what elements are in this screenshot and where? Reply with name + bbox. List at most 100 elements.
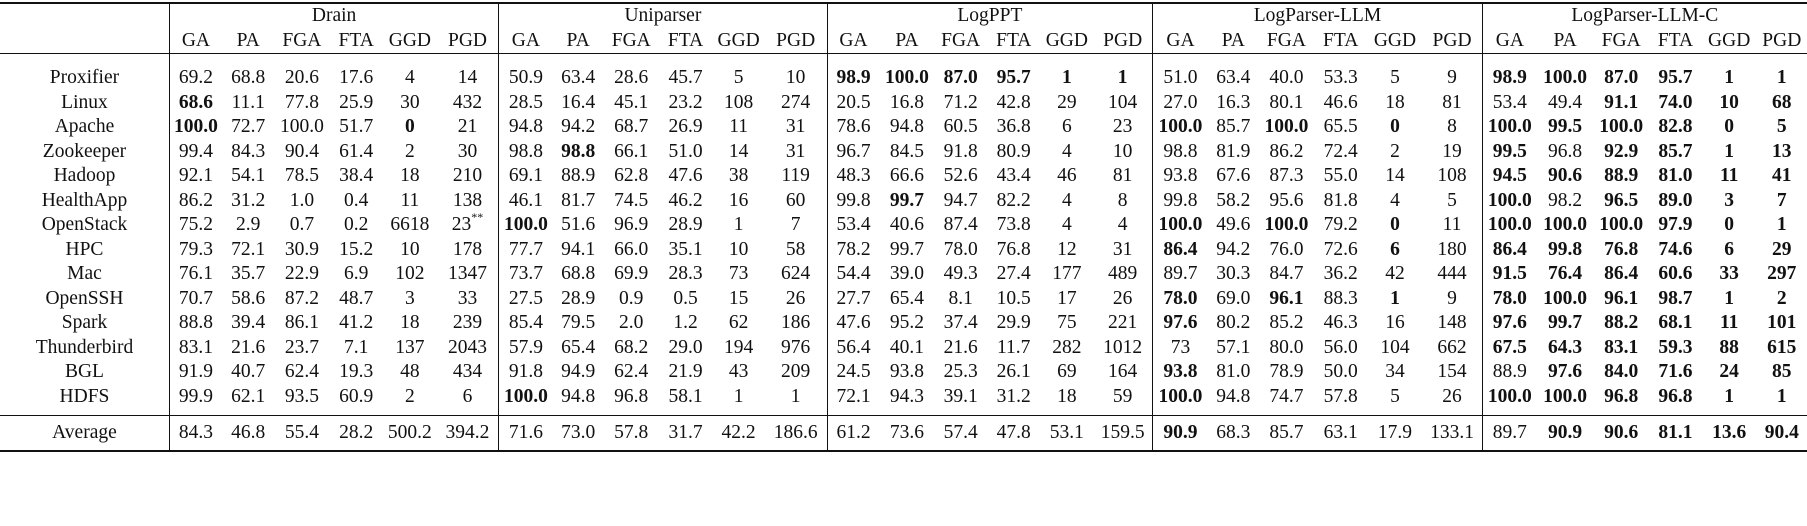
cell-logppt-fta: 31.2: [996, 385, 1031, 407]
cell-logparser-llm-c-fta: 96.8: [1658, 385, 1693, 407]
cell-uniparser-fga: 96.9: [614, 214, 649, 235]
cell-uniparser-fga: 28.6: [614, 67, 649, 88]
cell-logparser-llm-c-ggd: 1: [1724, 140, 1735, 162]
cell-logparser-llm-c-fta: 74.6: [1658, 238, 1693, 260]
cell-logparser-llm-c-fga: 96.5: [1604, 189, 1639, 211]
cell-logparser-llm-c-ggd: 24: [1719, 361, 1739, 382]
cell-logppt-ga: 27.7: [826, 286, 880, 311]
group-header-drain: Drain: [168, 3, 499, 29]
cell-logparser-llm-c-pgd: 101: [1767, 312, 1797, 333]
cell-drain-pgd: 434: [452, 361, 483, 382]
metric-header-ggd: GGD: [383, 28, 437, 54]
cell-logparser-llm-ga: 86.4: [1152, 237, 1208, 262]
cell-uniparser-fta: 51.0: [668, 140, 703, 162]
cell-logparser-llm-c-ga: 97.6: [1481, 311, 1538, 336]
table-row: OpenStack 75.2 2.9 0.7 0.2 6618 23** 100.0 51.6 9…: [0, 211, 1807, 238]
table-row: Proxifier 69.2 68.8 20.6 17.6 4 14 50.9 63.4 28.6…: [0, 66, 1807, 91]
cell-logparser-llm-fta: 63.1: [1313, 415, 1368, 452]
cell-logppt-pgd: 81: [1112, 165, 1133, 186]
cell-logppt-pgd: 10: [1112, 140, 1133, 162]
cell-logparser-llm-c-ga: 99.5: [1481, 139, 1538, 164]
cell-logparser-llm-c-pa: 100.0: [1543, 287, 1588, 309]
cell-logparser-llm-pa: 81.0: [1216, 361, 1251, 382]
cell-logparser-llm-c-pa: 99.5: [1548, 116, 1583, 137]
cell-uniparser-fga: 69.9: [614, 263, 649, 284]
cell-logparser-llm-pa: 85.7: [1216, 116, 1251, 137]
cell-drain-ggd: 2: [404, 140, 415, 162]
group-header-logppt: LogPPT: [826, 3, 1153, 29]
cell-logparser-llm-fga: 84.7: [1269, 263, 1304, 284]
cell-uniparser-ggd: 62: [728, 312, 749, 333]
cell-logparser-llm-c-ggd: 13.6: [1701, 415, 1757, 452]
cell-logppt-ga: 48.3: [826, 164, 880, 189]
cell-uniparser-pa: 88.9: [561, 165, 596, 186]
cell-logparser-llm-c-fga: 96.8: [1604, 385, 1639, 407]
cell-uniparser-fta: 29.0: [668, 336, 703, 358]
cell-logparser-llm-ggd: 5: [1390, 385, 1400, 407]
cell-logparser-llm-c-fga: 92.9: [1604, 140, 1639, 162]
table-row: OpenSSH 70.7 58.6 87.2 48.7 3 33 27.5 28.9 0.9 0.5…: [0, 286, 1807, 311]
cell-logparser-llm-c-ga: 53.4: [1481, 90, 1538, 115]
cell-logppt-fta: 36.8: [996, 116, 1031, 137]
cell-drain-fta: 25.9: [339, 91, 374, 113]
cell-logppt-ga: 61.2: [826, 415, 880, 452]
cell-logparser-llm-fta: 57.8: [1323, 385, 1358, 407]
cell-logparser-llm-fta: 50.0: [1323, 361, 1358, 382]
metric-header-ga: GA: [1481, 28, 1538, 54]
cell-drain-fga: 87.2: [284, 287, 319, 309]
cell-uniparser-pa: 28.9: [561, 287, 596, 309]
cell-drain-fga: 23.7: [284, 336, 319, 358]
cell-drain-pa: 11.1: [231, 91, 265, 113]
cell-drain-fta: 38.4: [339, 165, 374, 186]
cell-drain-fga: 86.1: [284, 312, 319, 333]
cell-logparser-llm-ggd: 2: [1390, 140, 1400, 162]
cell-drain-pa: 39.4: [231, 312, 266, 333]
cell-logparser-llm-pa: 16.3: [1216, 91, 1251, 113]
cell-uniparser-pgd: 7: [790, 214, 801, 235]
cell-drain-fta: 15.2: [339, 238, 374, 260]
cell-logparser-llm-ggd: 0: [1390, 214, 1400, 235]
cell-uniparser-ggd: 194: [723, 336, 754, 358]
cell-drain-ggd: 4: [404, 67, 415, 88]
cell-drain-pa: 68.8: [231, 67, 266, 88]
cell-logppt-ggd: 177: [1052, 263, 1082, 284]
cell-logparser-llm-fga: 85.7: [1258, 415, 1314, 452]
cell-logparser-llm-c-pa: 96.8: [1548, 140, 1583, 162]
cell-logparser-llm-c-fga: 100.0: [1599, 116, 1644, 137]
cell-uniparser-ggd: 42.2: [712, 415, 765, 452]
cell-logppt-pgd: 164: [1108, 361, 1138, 382]
cell-logparser-llm-ga: 98.8: [1152, 139, 1208, 164]
cell-logppt-fta: 42.8: [996, 91, 1031, 113]
cell-uniparser-pa: 16.4: [561, 91, 596, 113]
cell-uniparser-fta: 0.5: [673, 287, 698, 309]
cell-logparser-llm-ga: 90.9: [1152, 415, 1208, 452]
cell-logppt-fga: 39.1: [943, 385, 978, 407]
cell-uniparser-fta: 35.1: [668, 238, 703, 260]
cell-uniparser-pgd: 31: [785, 140, 806, 162]
cell-drain-pa: 54.1: [231, 165, 266, 186]
cell-logppt-pa: 39.0: [889, 263, 924, 284]
cell-logparser-llm-pa: 63.4: [1216, 67, 1251, 88]
cell-logparser-llm-c-ggd: 1: [1724, 67, 1735, 88]
cell-logppt-fta: 73.8: [996, 214, 1031, 235]
cell-uniparser-fta: 28.3: [668, 263, 703, 284]
cell-uniparser-fga: 68.2: [614, 336, 649, 358]
cell-logparser-llm-ga: 100.0: [1152, 384, 1208, 409]
cell-drain-pa: 72.1: [231, 238, 266, 260]
cell-logparser-llm-pa: 68.3: [1207, 415, 1259, 452]
cell-uniparser-ggd: 10: [728, 238, 749, 260]
cell-logppt-pgd: 159.5: [1093, 415, 1153, 452]
cell-uniparser-ggd: 43: [728, 361, 749, 382]
cell-logppt-ga: 47.6: [826, 311, 880, 336]
cell-uniparser-fta: 1.2: [673, 312, 698, 333]
cell-logparser-llm-c-pa: 64.3: [1548, 336, 1583, 358]
cell-logparser-llm-c-fga: 76.8: [1604, 238, 1639, 260]
cell-logparser-llm-fta: 72.6: [1323, 238, 1358, 260]
cell-logparser-llm-pgd: 9: [1447, 287, 1457, 309]
cell-logppt-fta: 95.7: [996, 67, 1031, 88]
cell-drain-pa: 21.6: [231, 336, 266, 358]
corner-cell: [0, 28, 170, 54]
row-label: BGL: [64, 361, 104, 382]
cell-logppt-pgd: 489: [1108, 263, 1138, 284]
cell-logparser-llm-c-pgd: 2: [1776, 287, 1787, 309]
